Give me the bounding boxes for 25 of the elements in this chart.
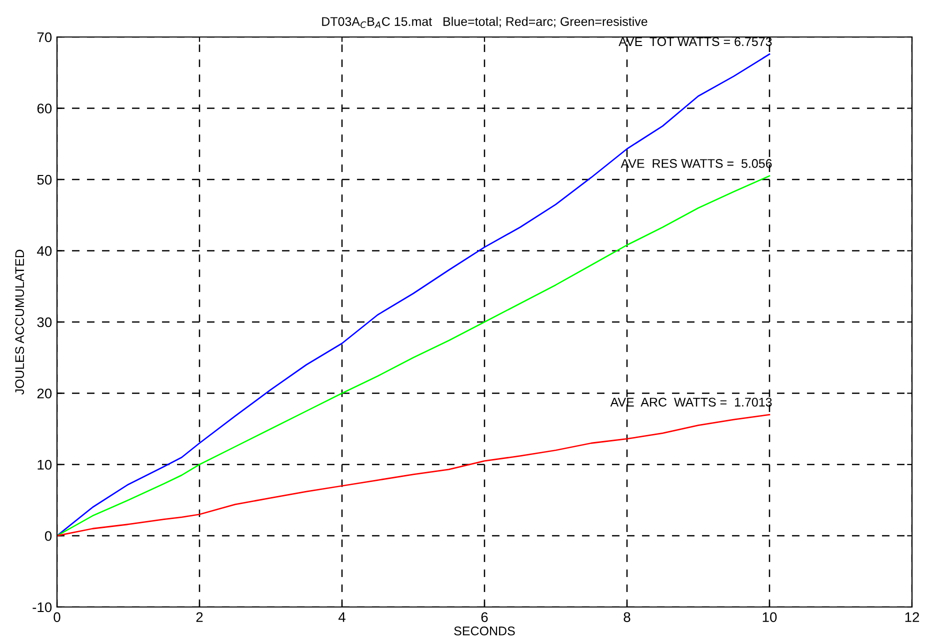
x-tick-label: 8	[624, 612, 630, 622]
y-tick-label: 10	[38, 460, 52, 470]
y-tick-label: 30	[37, 317, 52, 328]
line-series	[57, 175, 770, 536]
x-tick-label: 2	[196, 612, 203, 622]
x-axis-title: SECONDS	[454, 626, 515, 636]
x-tick-label: 0	[54, 612, 60, 622]
annotation: AVE RES WATTS = 5.056	[620, 159, 772, 168]
annotation: AVE ARC WATTS = 1.7013	[610, 398, 772, 407]
x-tick-label: 4	[338, 612, 346, 622]
line-series	[57, 53, 770, 536]
y-axis-title: JOULES ACCUMULATED	[15, 250, 24, 395]
chart-title: DT03A$_{C}$B$_{A}$C 15.mat Blue=total; Red=arc; Green=resistive	[322, 16, 648, 28]
x-tick-label: 6	[481, 612, 488, 622]
annotation: AVE TOT WATTS = 6.7573	[618, 37, 772, 46]
y-tick-label: 20	[37, 388, 52, 398]
y-tick-label: 70	[37, 32, 52, 42]
y-tick-label: 50	[37, 174, 52, 185]
x-tick-label: 10	[762, 612, 777, 622]
y-tick-label: 0	[44, 531, 52, 541]
y-tick-label: 60	[37, 104, 52, 114]
y-tick-label: 40	[37, 246, 52, 256]
x-tick-label: 12	[905, 612, 920, 622]
y-tick-label: -10	[32, 602, 52, 612]
line-series	[57, 414, 770, 536]
